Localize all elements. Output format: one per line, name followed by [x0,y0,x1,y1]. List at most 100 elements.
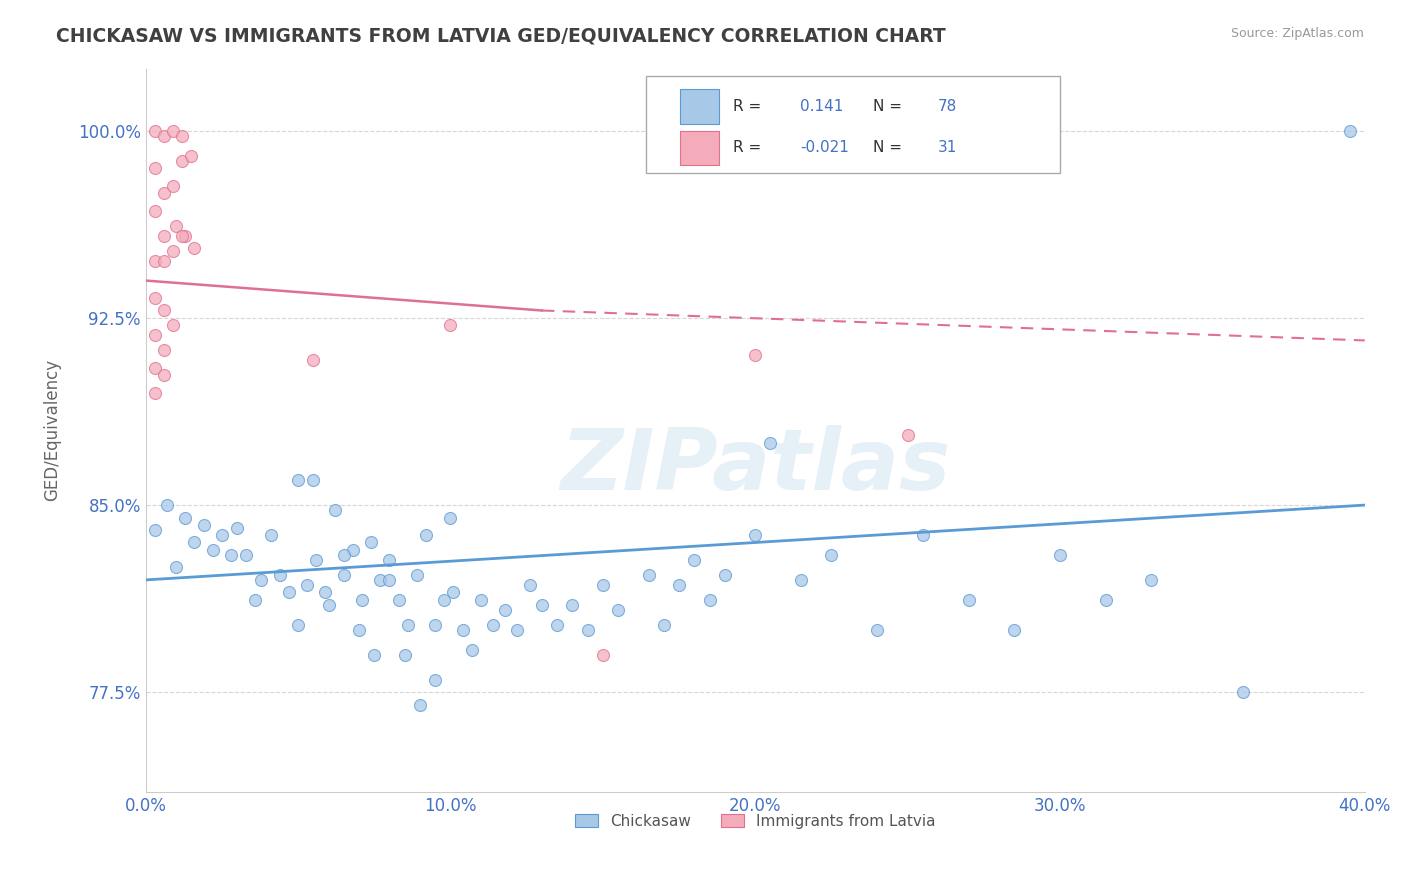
Point [259,528,281,542]
Point [143,124,166,138]
Point [494,603,516,617]
Point [305,553,328,567]
Point [1339,124,1361,138]
Point [378,573,401,587]
Point [394,648,416,662]
Point [153,253,176,268]
Point [439,510,461,524]
Point [415,528,437,542]
Point [1049,548,1071,562]
Point [425,673,447,687]
Point [143,203,166,218]
Point [245,593,267,607]
Point [183,535,205,549]
Point [153,368,176,383]
Point [1140,573,1163,587]
Point [156,498,179,512]
Point [396,617,419,632]
Point [699,593,721,607]
Point [388,593,411,607]
Point [143,161,166,176]
Point [592,578,614,592]
Text: R =: R = [734,99,762,114]
Point [759,435,782,450]
Point [744,348,766,362]
Text: ZIPatlas: ZIPatlas [560,425,950,508]
Point [425,617,447,632]
Point [332,548,354,562]
Point [607,603,630,617]
Point [180,149,202,163]
Point [342,543,364,558]
Point [506,623,529,637]
Text: N =: N = [873,140,903,155]
Point [713,568,735,582]
Point [226,520,249,534]
Point [820,548,842,562]
Text: N =: N = [873,99,903,114]
Point [546,617,568,632]
Point [165,560,187,574]
Point [433,593,456,607]
Point [219,548,242,562]
Text: -0.021: -0.021 [800,140,849,155]
Point [174,510,197,524]
Point [153,228,176,243]
Point [1232,685,1254,699]
Point [183,241,205,255]
Point [409,698,432,712]
Point [370,573,392,587]
Point [378,553,401,567]
Point [360,535,382,549]
Point [957,593,980,607]
Text: CHICKASAW VS IMMIGRANTS FROM LATVIA GED/EQUIVALENCY CORRELATION CHART: CHICKASAW VS IMMIGRANTS FROM LATVIA GED/… [56,27,946,45]
Point [211,528,233,542]
FancyBboxPatch shape [679,130,718,165]
Point [172,228,194,243]
Point [165,219,187,233]
Point [172,128,194,143]
Point [347,623,370,637]
Legend: Chickasaw, Immigrants from Latvia: Chickasaw, Immigrants from Latvia [568,807,942,835]
Point [314,585,336,599]
Point [683,553,706,567]
Point [235,548,257,562]
Point [652,617,675,632]
Point [162,124,184,138]
Point [172,153,194,168]
Point [143,328,166,343]
Point [406,568,429,582]
Point [143,360,166,375]
Point [287,473,309,487]
Point [295,578,318,592]
Point [363,648,385,662]
Point [323,503,346,517]
Point [332,568,354,582]
Point [162,178,184,193]
Point [1002,623,1025,637]
Text: 78: 78 [938,99,957,114]
Point [352,593,374,607]
Point [162,318,184,333]
Y-axis label: GED/Equivalency: GED/Equivalency [44,359,60,501]
Point [269,568,291,582]
Point [897,428,920,442]
Point [530,598,553,612]
Text: 0.141: 0.141 [800,99,844,114]
Point [790,573,813,587]
Point [443,585,465,599]
Point [451,623,474,637]
Point [561,598,583,612]
Point [519,578,541,592]
Text: Source: ZipAtlas.com: Source: ZipAtlas.com [1230,27,1364,40]
Point [318,598,340,612]
Point [143,253,166,268]
Point [143,385,166,400]
Point [193,518,215,533]
Point [1094,593,1116,607]
Point [201,543,224,558]
Point [153,186,176,201]
Text: R =: R = [734,140,762,155]
Point [470,593,492,607]
Point [153,343,176,358]
